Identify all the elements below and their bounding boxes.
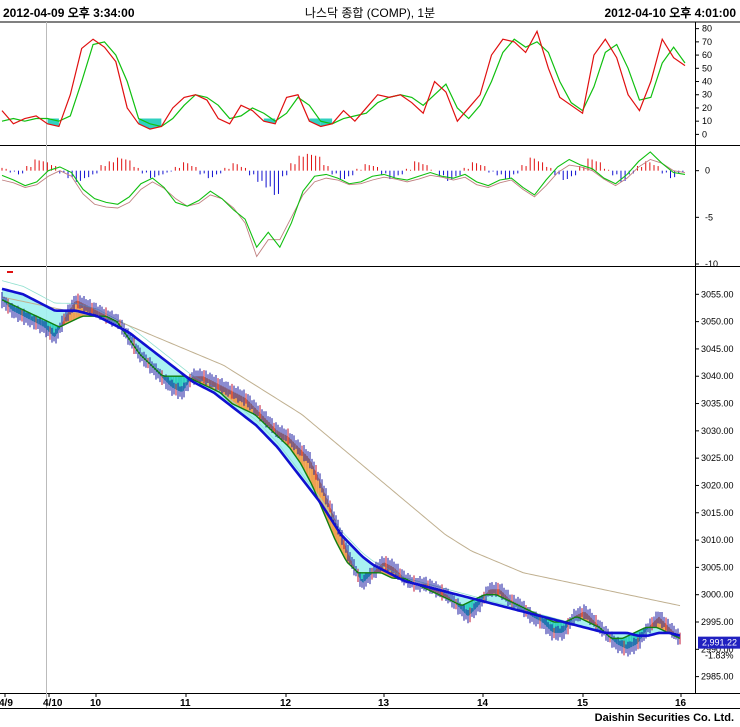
macd-line — [1, 158, 686, 258]
macd-signal-line — [1, 151, 686, 249]
y-tick-label: 80 — [702, 24, 712, 34]
ma-band-fill — [2, 288, 680, 639]
ma-long-line — [1, 287, 681, 637]
y-tick-label: 3040.00 — [701, 371, 734, 381]
x-tick-label: 15 — [577, 698, 589, 709]
end-datetime: 2012-04-10 오후 4:01:00 — [604, 6, 737, 20]
y-tick-label: 20 — [702, 103, 712, 113]
y-tick-label: 3035.00 — [701, 399, 734, 409]
y-tick-label: 3015.00 — [701, 508, 734, 518]
price-ma-fill — [174, 376, 178, 391]
y-tick-label: 3020.00 — [701, 480, 734, 490]
y-tick-label: 10 — [702, 116, 712, 126]
x-tick-label: 4/10 — [43, 698, 63, 709]
y-tick-label: 30 — [702, 90, 712, 100]
y-tick-label: -10 — [705, 259, 718, 269]
y-tick-label: 70 — [702, 37, 712, 47]
y-tick-label: 3025.00 — [701, 453, 734, 463]
y-tick-label: 3050.00 — [701, 317, 734, 327]
y-tick-label: 2995.00 — [701, 617, 734, 627]
price-ma-fill — [470, 600, 474, 615]
x-tick-label: 14 — [477, 698, 489, 709]
y-tick-label: 3005.00 — [701, 562, 734, 572]
ma-thin-line — [1, 280, 681, 637]
last-price-label: 2,991.22 — [702, 638, 737, 648]
price-ma-fill — [360, 572, 364, 583]
start-datetime: 2012-04-09 오후 3:34:00 — [3, 6, 135, 20]
signal-marker — [7, 271, 13, 273]
oversold-fill — [138, 118, 150, 130]
x-tick-label: 11 — [180, 698, 191, 709]
y-tick-label: -5 — [705, 212, 713, 222]
y-tick-label: 3045.00 — [701, 344, 734, 354]
x-tick-label: 4/9 — [0, 698, 13, 709]
ma-slow-line — [1, 296, 681, 607]
y-tick-label: 0 — [705, 166, 710, 176]
y-tick-label: 3030.00 — [701, 426, 734, 436]
footer-credit: Daishin Securities Co. Ltd. — [594, 712, 734, 724]
y-tick-label: 40 — [702, 77, 712, 87]
chart-header: 2012-04-09 오후 3:34:00 나스닥 종합 (COMP), 1분 … — [0, 0, 740, 22]
chart-title: 나스닥 종합 (COMP), 1분 — [304, 6, 436, 20]
y-tick-label: 3000.00 — [701, 590, 734, 600]
last-change-label: -1.83% — [705, 651, 734, 661]
x-tick-label: 13 — [378, 698, 390, 709]
oversold-fill — [149, 118, 162, 130]
ma-short-line — [1, 299, 681, 640]
stoch-d-line — [1, 38, 686, 128]
y-tick-label: 50 — [702, 63, 712, 73]
stoch-k-line — [1, 29, 686, 130]
x-tick-label: 10 — [90, 698, 102, 709]
y-tick-label: 2990.00 — [701, 644, 734, 654]
y-tick-label: 3055.00 — [701, 289, 734, 299]
y-tick-label: 2985.00 — [701, 672, 734, 682]
x-tick-label: 16 — [675, 698, 687, 709]
x-tick-label: 12 — [280, 698, 292, 709]
price-ma-fill — [326, 497, 330, 526]
y-tick-label: 3010.00 — [701, 535, 734, 545]
y-tick-label: 0 — [702, 129, 707, 139]
last-price-badge — [698, 636, 740, 649]
y-tick-label: 60 — [702, 50, 712, 60]
